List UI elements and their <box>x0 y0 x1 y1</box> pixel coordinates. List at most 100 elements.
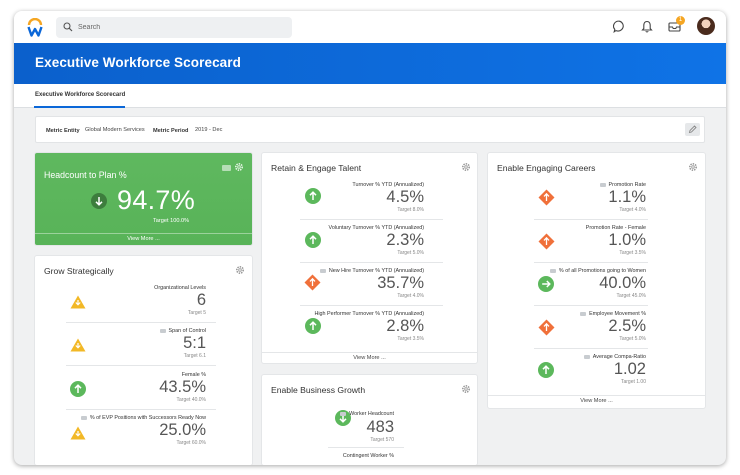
user-avatar[interactable] <box>697 17 715 35</box>
metric-label: Promotion Rate - Female <box>585 225 646 231</box>
metric-entity-value[interactable]: Global Modern Services <box>85 127 145 133</box>
list-item[interactable]: Female % 43.5% Target 40.0% <box>35 370 252 410</box>
careers-view-more-link[interactable]: View More ... <box>488 395 705 408</box>
enable-engaging-careers-card: Enable Engaging Careers Promotion Rate 1… <box>488 153 705 408</box>
active-tab-indicator <box>34 106 125 108</box>
arrow-up-diamond-icon <box>538 189 555 206</box>
arrow-up-diamond-icon <box>304 274 321 291</box>
divider <box>534 348 648 349</box>
page-title: Executive Workforce Scorecard <box>35 55 241 70</box>
grow-strategically-card: Grow Strategically Organizational Levels… <box>35 256 252 465</box>
list-item[interactable]: Promotion Rate 1.1% Target 4.0% <box>488 181 705 221</box>
arrow-right-icon <box>538 276 554 292</box>
list-item[interactable]: Voluntary Turnover % YTD (Annualized) 2.… <box>262 224 477 264</box>
list-item[interactable]: Promotion Rate - Female 1.0% Target 3.5% <box>488 224 705 264</box>
metric-target: Target 3.5% <box>397 336 424 342</box>
arrow-down-icon <box>91 193 107 209</box>
metric-value: 1.1% <box>608 188 646 206</box>
metric-period-label: Metric Period <box>153 128 189 134</box>
divider <box>534 219 648 220</box>
arrow-up-icon <box>538 362 554 378</box>
search-bar[interactable] <box>56 17 292 38</box>
retain-view-more-link[interactable]: View More ... <box>262 352 477 363</box>
metric-label: Worker Headcount <box>340 411 394 417</box>
metric-label: Female % <box>181 372 206 378</box>
metric-target: Target 8.0% <box>397 207 424 213</box>
list-item[interactable]: High Performer Turnover % YTD (Annualize… <box>262 310 477 350</box>
pencil-icon <box>688 125 697 134</box>
metric-value: 4.5% <box>386 188 424 206</box>
list-item[interactable]: Employee Movement % 2.5% Target 5.0% <box>488 310 705 350</box>
list-item[interactable]: % of all Promotions going to Women 40.0%… <box>488 267 705 307</box>
workday-logo[interactable] <box>27 18 43 37</box>
bell-icon[interactable] <box>641 20 653 33</box>
list-item[interactable]: Span of Control 5:1 Target 6.1 <box>35 326 252 366</box>
list-item[interactable]: Average Compa-Ratio 1.02 Target 1.00 <box>488 353 705 393</box>
divider <box>300 219 443 220</box>
chart-icon <box>340 411 347 416</box>
headcount-value: 94.7% <box>117 185 196 215</box>
metric-value: 25.0% <box>159 421 206 439</box>
gear-icon[interactable] <box>235 265 245 275</box>
divider <box>300 305 443 306</box>
metric-value: 1.0% <box>608 231 646 249</box>
arrow-up-icon <box>305 232 321 248</box>
metric-target: Target 1.00 <box>620 379 646 385</box>
headcount-card-title: Headcount to Plan % <box>44 170 127 180</box>
divider <box>66 409 216 410</box>
metric-value: 40.0% <box>599 274 646 292</box>
grow-card-title: Grow Strategically <box>44 266 114 276</box>
headcount-to-plan-card[interactable]: Headcount to Plan % 94.7% Target 100.0% … <box>35 153 252 245</box>
metric-value: 2.8% <box>386 317 424 335</box>
enable-business-growth-card: Enable Business Growth Worker Headcount … <box>262 375 477 465</box>
metric-label: Organizational Levels <box>154 285 206 291</box>
list-item[interactable]: New Hire Turnover % YTD (Annualized) 35.… <box>262 267 477 307</box>
gear-icon[interactable] <box>461 162 471 172</box>
tab-executive-workforce-scorecard[interactable]: Executive Workforce Scorecard <box>35 92 126 98</box>
metric-value: 2.5% <box>608 317 646 335</box>
inbox-icon[interactable] <box>668 21 681 32</box>
list-item[interactable]: % of EVP Positions with Successors Ready… <box>35 413 252 458</box>
divider <box>328 447 404 448</box>
metric-target: Target 6.1 <box>183 353 206 359</box>
search-input[interactable] <box>78 17 283 38</box>
list-item[interactable]: Contingent Worker % <box>262 450 477 464</box>
headcount-view-more-link[interactable]: View More ... <box>35 233 252 245</box>
metric-label: Promotion Rate <box>599 182 646 188</box>
metric-label: Average Compa-Ratio <box>583 354 646 360</box>
page-header-banner: Executive Workforce Scorecard <box>14 43 726 84</box>
chart-toggle-icon[interactable] <box>222 165 231 171</box>
list-item[interactable]: Turnover % YTD (Annualized) 4.5% Target … <box>262 181 477 221</box>
arrow-up-diamond-icon <box>538 319 555 336</box>
chart-icon <box>580 311 587 316</box>
gear-icon[interactable] <box>688 162 698 172</box>
metric-target: Target 5.0% <box>397 250 424 256</box>
app-window: 1 Executive Workforce Scorecard Executiv… <box>14 11 726 465</box>
edit-button[interactable] <box>685 123 700 136</box>
metric-target: Target 40.0% <box>176 397 206 403</box>
chat-icon[interactable] <box>613 20 626 33</box>
metric-period-value[interactable]: 2019 - Dec <box>195 127 223 133</box>
search-icon <box>63 22 73 32</box>
retain-card-title: Retain & Engage Talent <box>271 163 362 173</box>
metric-target: Target 60.0% <box>176 440 206 446</box>
metric-label: Span of Control <box>159 328 206 334</box>
list-item[interactable]: Worker Headcount 483 Target 570 <box>262 403 477 448</box>
chart-icon <box>159 328 166 333</box>
headcount-target: Target 100.0% <box>153 218 190 224</box>
metric-target: Target 4.0% <box>619 207 646 213</box>
gear-icon[interactable] <box>234 162 244 172</box>
metric-label: % of all Promotions going to Women <box>549 268 646 274</box>
gear-icon[interactable] <box>461 384 471 394</box>
metric-value: 2.3% <box>386 231 424 249</box>
metric-value: 1.02 <box>613 360 646 378</box>
list-item[interactable]: Organizational Levels 6 Target 5 <box>35 283 252 323</box>
chart-icon <box>80 415 87 420</box>
metric-label: Turnover % YTD (Annualized) <box>352 182 424 188</box>
arrow-up-diamond-icon <box>538 233 555 250</box>
metric-value: 43.5% <box>159 378 206 396</box>
metric-value: 483 <box>366 418 394 436</box>
metric-target: Target 5 <box>187 310 206 316</box>
warning-triangle-icon <box>70 426 86 440</box>
warning-triangle-icon <box>70 338 86 352</box>
